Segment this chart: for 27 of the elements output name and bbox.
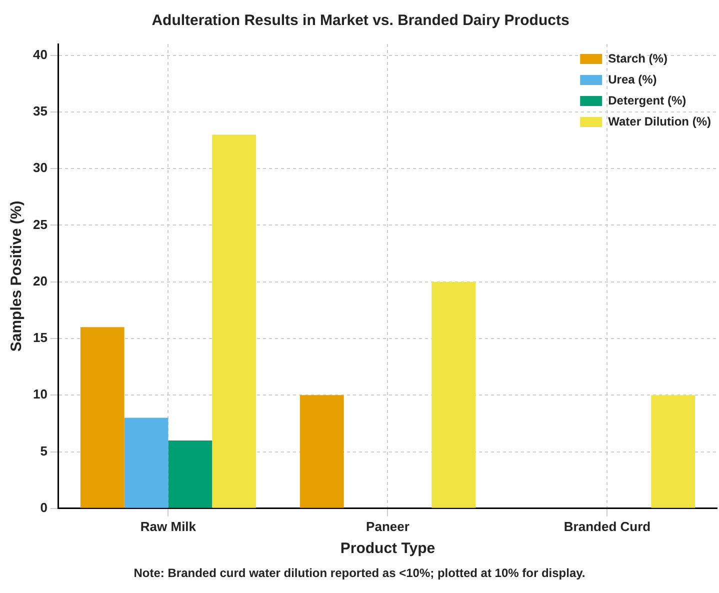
text: Note: Branded curd water dilution reported as <10%; plotted at 10% for display. — [132, 566, 586, 580]
y-tick-label: 5 — [40, 443, 48, 458]
bar — [212, 134, 256, 508]
y-tick-label: 40 — [32, 46, 48, 62]
x-axis-title: Product Type — [340, 540, 436, 558]
y-tick-label: 15 — [32, 330, 48, 346]
bar — [651, 395, 696, 508]
y-tick-label: 10 — [32, 386, 48, 402]
bar — [124, 418, 168, 508]
bar — [168, 440, 212, 508]
bar — [432, 282, 476, 508]
x-tick-label: Paneer — [366, 518, 410, 534]
legend-label: Urea (%) — [608, 72, 657, 86]
x-tick-label: Raw Milk — [140, 518, 197, 534]
y-tick-label: 35 — [32, 104, 48, 119]
x-tick-label: Branded Curd — [564, 518, 651, 534]
legend-label: Starch (%) — [608, 51, 668, 66]
y-tick-label: 30 — [32, 160, 48, 176]
y-tick-label: 25 — [32, 216, 48, 232]
legend-label: Detergent (%) — [608, 93, 686, 108]
legend-label: Water Dilution (%) — [608, 114, 712, 128]
y-tick-label: 20 — [32, 273, 48, 288]
bar — [80, 327, 124, 508]
y-axis-title: Samples Positive (%) — [8, 200, 26, 352]
y-tick-label: 0 — [40, 500, 48, 515]
bar — [300, 395, 344, 508]
chart-title: Adulteration Results in Market vs. Branded Dairy Products — [152, 12, 570, 30]
